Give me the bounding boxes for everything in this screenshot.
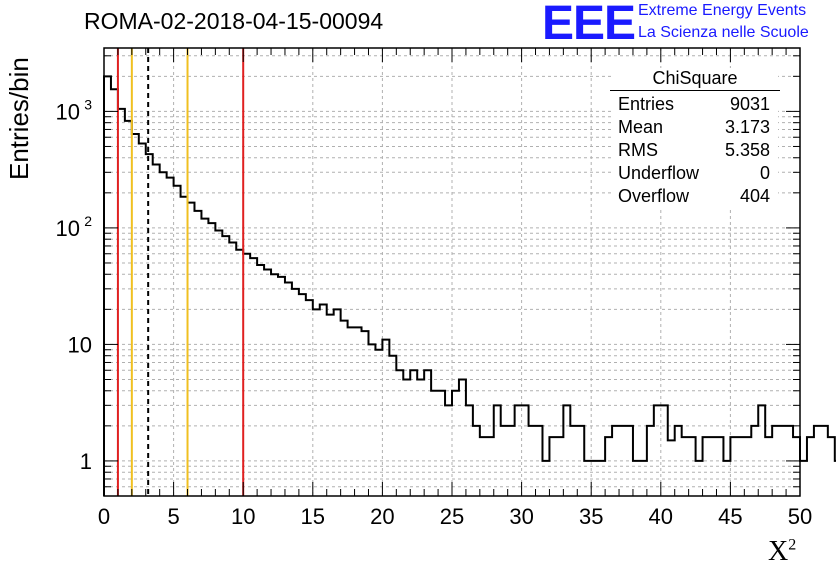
x-tick-label: 40 (649, 504, 673, 529)
x-tick-label: 45 (718, 504, 742, 529)
stats-label: Overflow (618, 186, 690, 206)
y-tick-label-exponent: 2 (84, 213, 92, 229)
x-tick-label: 20 (370, 504, 394, 529)
x-axis-label-exponent: 2 (788, 536, 797, 554)
y-tick-label: 10 (56, 216, 80, 241)
stats-label: Entries (618, 94, 675, 114)
logo-tagline-2: La Scienza nelle Scuole (638, 24, 809, 41)
stats-label: Mean (618, 117, 664, 137)
stats-value: 0 (759, 163, 770, 183)
x-tick-label: 25 (440, 504, 464, 529)
stats-row-underflow: Underflow 0 (612, 162, 778, 185)
y-tick-label: 10 (68, 332, 92, 357)
y-tick-label: 1 (80, 449, 92, 474)
stats-title: ChiSquare (610, 68, 780, 91)
y-tick-label-exponent: 3 (84, 96, 92, 112)
x-tick-label: 35 (579, 504, 603, 529)
eee-logo: EEE (542, 0, 636, 50)
x-tick-label: 10 (231, 504, 255, 529)
stats-row-mean: Mean 3.173 (612, 116, 778, 139)
x-tick-label: 5 (167, 504, 179, 529)
stats-row-overflow: Overflow 404 (612, 185, 778, 208)
x-tick-label: 50 (788, 504, 812, 529)
chart-title: ROMA-02-2018-04-15-00094 (84, 8, 384, 34)
x-tick-label: 15 (301, 504, 325, 529)
stats-value: 9031 (729, 94, 770, 114)
x-axis-label: X2 (768, 536, 796, 568)
stats-box: ChiSquare Entries 9031 Mean 3.173 RMS 5.… (610, 68, 780, 208)
stats-row-entries: Entries 9031 (612, 93, 778, 116)
stats-value: 404 (739, 186, 770, 206)
x-tick-label: 30 (509, 504, 533, 529)
x-axis-label-text: X (768, 536, 789, 567)
stats-row-rms: RMS 5.358 (612, 139, 778, 162)
stats-label: Underflow (618, 163, 700, 183)
logo-tagline-1: Extreme Energy Events (638, 2, 807, 19)
stats-value: 5.358 (724, 140, 770, 160)
x-tick-label: 0 (98, 504, 110, 529)
stats-label: RMS (618, 140, 658, 160)
histogram-outline (103, 75, 836, 496)
stats-value: 3.173 (724, 117, 770, 137)
y-tick-label: 10 (56, 99, 80, 124)
